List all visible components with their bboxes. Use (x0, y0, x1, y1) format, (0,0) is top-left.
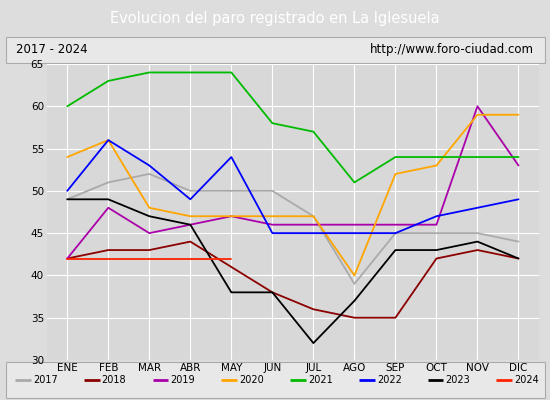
Text: 2024: 2024 (514, 375, 539, 385)
Text: 2017 - 2024: 2017 - 2024 (16, 44, 88, 56)
Text: 2022: 2022 (377, 375, 402, 385)
Text: 2023: 2023 (446, 375, 470, 385)
Text: Evolucion del paro registrado en La Iglesuela: Evolucion del paro registrado en La Igle… (110, 10, 440, 26)
Text: 2017: 2017 (33, 375, 58, 385)
Text: 2019: 2019 (170, 375, 195, 385)
Text: 2018: 2018 (102, 375, 126, 385)
Text: http://www.foro-ciudad.com: http://www.foro-ciudad.com (370, 44, 534, 56)
Text: 2020: 2020 (239, 375, 264, 385)
Text: 2021: 2021 (308, 375, 333, 385)
